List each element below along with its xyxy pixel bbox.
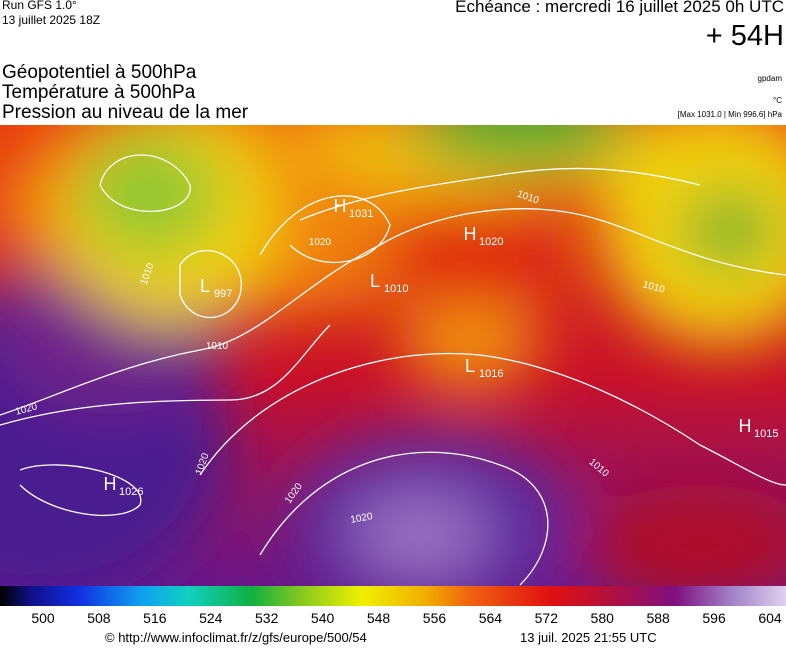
isobar-label: 1020 xyxy=(350,511,374,526)
scale-tick-label: 564 xyxy=(479,610,503,626)
pressure-value: 1026 xyxy=(119,486,143,498)
run-date: 13 juillet 2025 18Z xyxy=(2,13,101,27)
pressure-range: [Max 1031.0 | Min 996.6] hPa xyxy=(677,110,782,119)
unit: gpdam xyxy=(757,74,782,83)
scale-tick-label: 596 xyxy=(702,610,726,626)
scale-tick-label: 572 xyxy=(535,610,559,626)
lead-time: + 54H xyxy=(705,20,784,52)
scale-tick-label: 604 xyxy=(758,610,782,626)
isobar-label: 1010 xyxy=(206,341,229,352)
scale-tick-label: 516 xyxy=(143,610,167,626)
pressure-letter: L xyxy=(370,271,380,291)
scale-tick-label: 524 xyxy=(199,610,223,626)
pressure-value: 997 xyxy=(214,288,232,300)
pressure-value: 1015 xyxy=(754,428,778,440)
pressure-value: 1016 xyxy=(479,368,503,380)
isobars xyxy=(0,154,786,586)
unit: °C xyxy=(773,96,782,105)
scale-tick-label: 548 xyxy=(367,610,391,626)
scale-tick-label: 532 xyxy=(255,610,279,626)
scale-tick-label: 508 xyxy=(87,610,111,626)
pressure-letter: L xyxy=(465,356,475,376)
pressure-letter: H xyxy=(464,224,477,244)
pressure-letter: L xyxy=(200,276,210,296)
color-scale xyxy=(0,586,786,606)
valid-time: Echéance : mercredi 16 juillet 2025 0h U… xyxy=(455,0,784,16)
scale-tick-label: 500 xyxy=(31,610,55,626)
pressure-value: 1010 xyxy=(384,283,408,295)
pressure-letter: H xyxy=(334,196,347,216)
pressure-value: 1020 xyxy=(479,236,503,248)
field: Géopotentiel à 500hPa xyxy=(2,62,197,83)
pressure-value: 1031 xyxy=(349,208,373,220)
scale-tick-label: 580 xyxy=(591,610,615,626)
scale-tick-label: 588 xyxy=(646,610,670,626)
pressure-letter: H xyxy=(104,474,117,494)
generated: 13 juil. 2025 21:55 UTC xyxy=(520,630,657,645)
scale-tick-label: 540 xyxy=(311,610,335,626)
scale-tick-label: 556 xyxy=(423,610,447,626)
scale-labels: 500 508 516 524 532 540 548 556 564 572 580 588 596 6… xyxy=(31,610,782,626)
isobar-label: 1020 xyxy=(309,237,332,248)
field: Pression au niveau de la mer xyxy=(2,102,249,123)
field: Température à 500hPa xyxy=(2,82,196,103)
pressure-letter: H xyxy=(739,416,752,436)
source: © http://www.infoclimat.fr/z/gfs/europe/… xyxy=(105,630,367,645)
run: Run GFS 1.0° xyxy=(2,0,77,12)
